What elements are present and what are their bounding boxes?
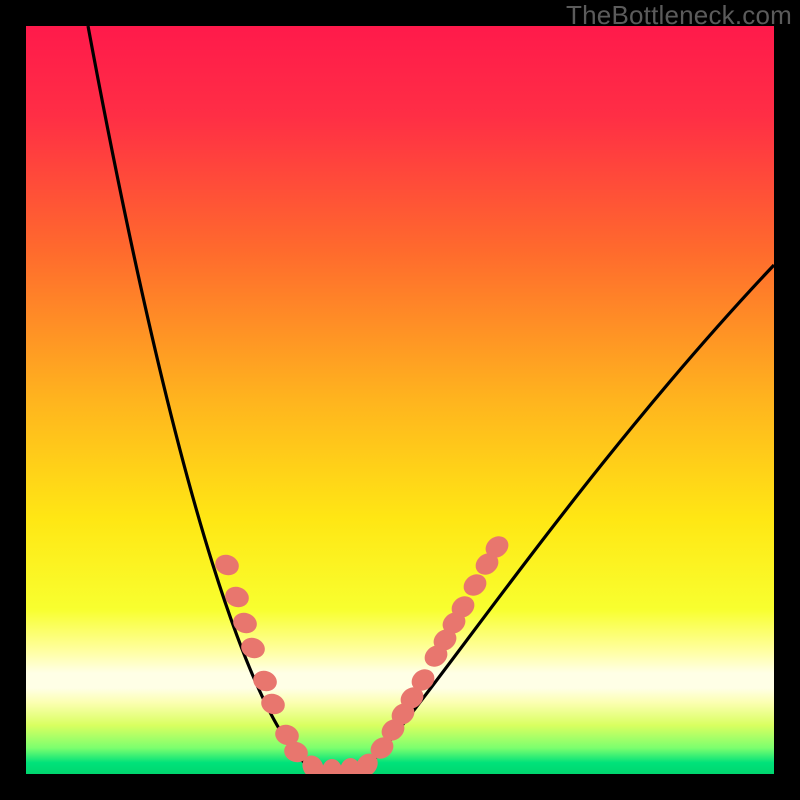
chart-stage: TheBottleneck.com: [0, 0, 800, 800]
plot-background: [26, 26, 774, 774]
watermark-text: TheBottleneck.com: [566, 0, 792, 31]
bottleneck-chart: [0, 0, 800, 800]
